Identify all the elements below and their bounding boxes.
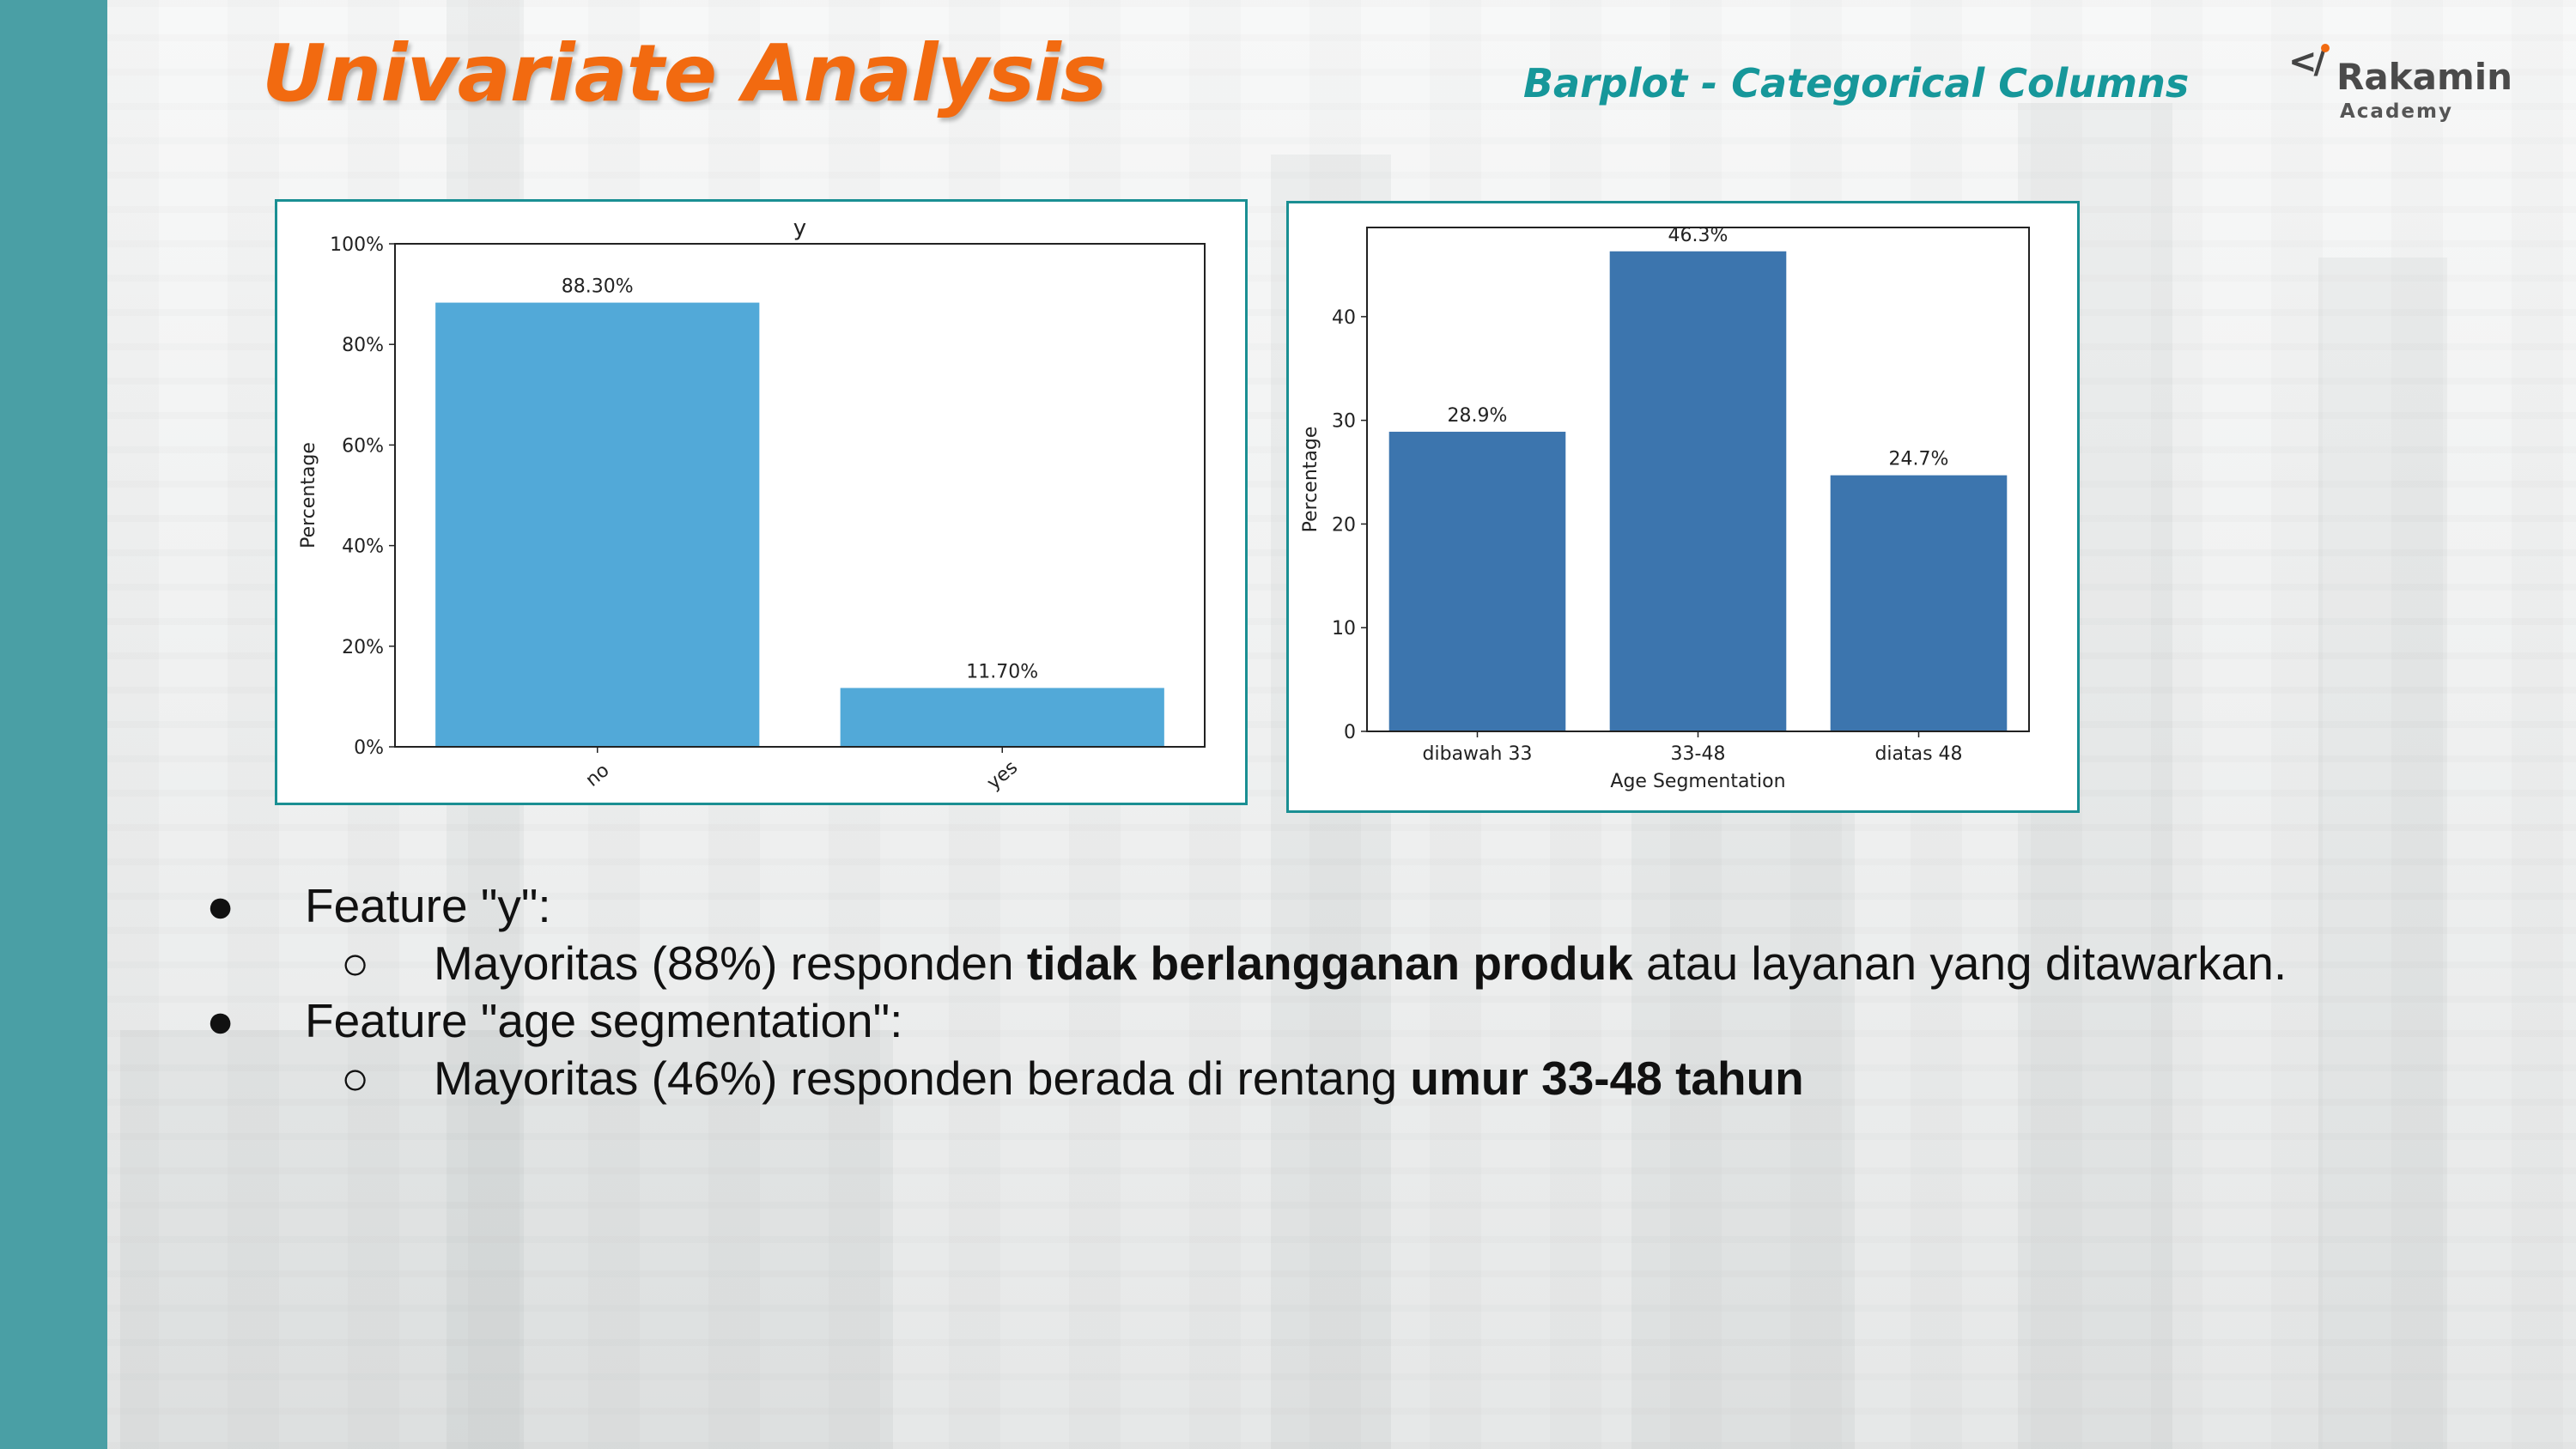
y-tick-label: 20 [1332,514,1356,536]
background-building [120,1030,893,1449]
bullet-text-part: Mayoritas (46%) responden berada di rent… [434,1052,1411,1105]
chart-y-frame: y 88.30% no 11.70% yes 0% 20% 40% 60% 80% 100% Perc… [275,199,1248,805]
logo-name: Rakamin [2336,56,2513,98]
sub-bullet-marker: ○ [341,937,370,990]
background-building [2318,258,2447,1449]
y-tick-label: 10 [1332,618,1356,640]
y-tick-label: 30 [1332,411,1356,433]
logo-code-icon: </ [2288,42,2326,82]
y-tick-label: 80% [342,335,384,356]
bullet-text-part: atau layanan yang ditawarkan. [1632,937,2287,990]
y-tick-label: 0% [354,737,384,759]
bullet-text-part: Mayoritas (88%) responden [434,937,1027,990]
bar-yes [840,688,1164,747]
logo-subtitle: Academy [2340,100,2453,123]
x-axis-label: Age Segmentation [1610,771,1785,792]
rakamin-logo: </ Rakamin Academy [2288,39,2529,133]
data-label: 11.70% [966,661,1038,682]
x-tick-label: no [582,760,614,791]
bullet-text: Mayoritas (88%) responden tidak berlangg… [434,935,2287,992]
chart-y: y 88.30% no 11.70% yes 0% 20% 40% 60% 80% 100% Perc… [298,215,1206,795]
y-tick-label: 40 [1332,307,1356,329]
bullet-text-part: Feature "y": [305,879,551,932]
page-subtitle: Barplot - Categorical Columns [1523,60,2190,106]
bar-33-48 [1609,251,1787,731]
background-building [1631,773,1855,1449]
page-title: Univariate Analysis [262,27,1108,119]
data-label: 88.30% [562,276,634,298]
data-label: 28.9% [1448,405,1508,427]
x-tick-label: dibawah 33 [1423,743,1533,765]
y-tick-label: 20% [342,637,384,658]
bullet-text-bold: tidak berlangganan produk [1026,937,1633,990]
y-tick-label: 40% [342,537,384,558]
chart-title: y [793,215,806,241]
chart-age-segmentation-frame: 28.9% dibawah 33 46.3% 33-48 24.7% diatas 48 0… [1286,201,2080,813]
y-axis-label: Percentage [1300,427,1321,533]
y-tick-label: 100% [330,234,384,256]
bullet-text: Feature "y": [305,877,551,935]
data-label: 24.7% [1889,449,1949,470]
logo-dot-icon [2321,44,2330,52]
bullet-text: Mayoritas (46%) responden berada di rent… [434,1050,1804,1107]
bullet-text: Feature "age segmentation": [305,992,902,1050]
plot-area [1366,227,2030,732]
bar-dibawah-33 [1388,431,1566,731]
plot-area [394,243,1206,748]
x-tick-label: yes [983,757,1022,795]
x-tick-label: 33-48 [1671,743,1726,765]
bullet-text-bold: umur 33-48 tahun [1410,1052,1804,1105]
x-tick-label: diatas 48 [1874,743,1962,765]
bullet-marker: ● [206,994,235,1047]
y-tick-label: 0 [1344,722,1356,743]
bar-no [435,302,760,747]
y-tick-label: 60% [342,435,384,457]
y-axis-label: Percentage [298,442,319,549]
bar-diatas-48 [1830,475,2008,731]
sub-bullet-marker: ○ [341,1052,370,1105]
bullet-text-part: Feature "age segmentation": [305,994,903,1047]
bullet-marker: ● [206,879,235,932]
left-accent-bar [0,0,107,1449]
